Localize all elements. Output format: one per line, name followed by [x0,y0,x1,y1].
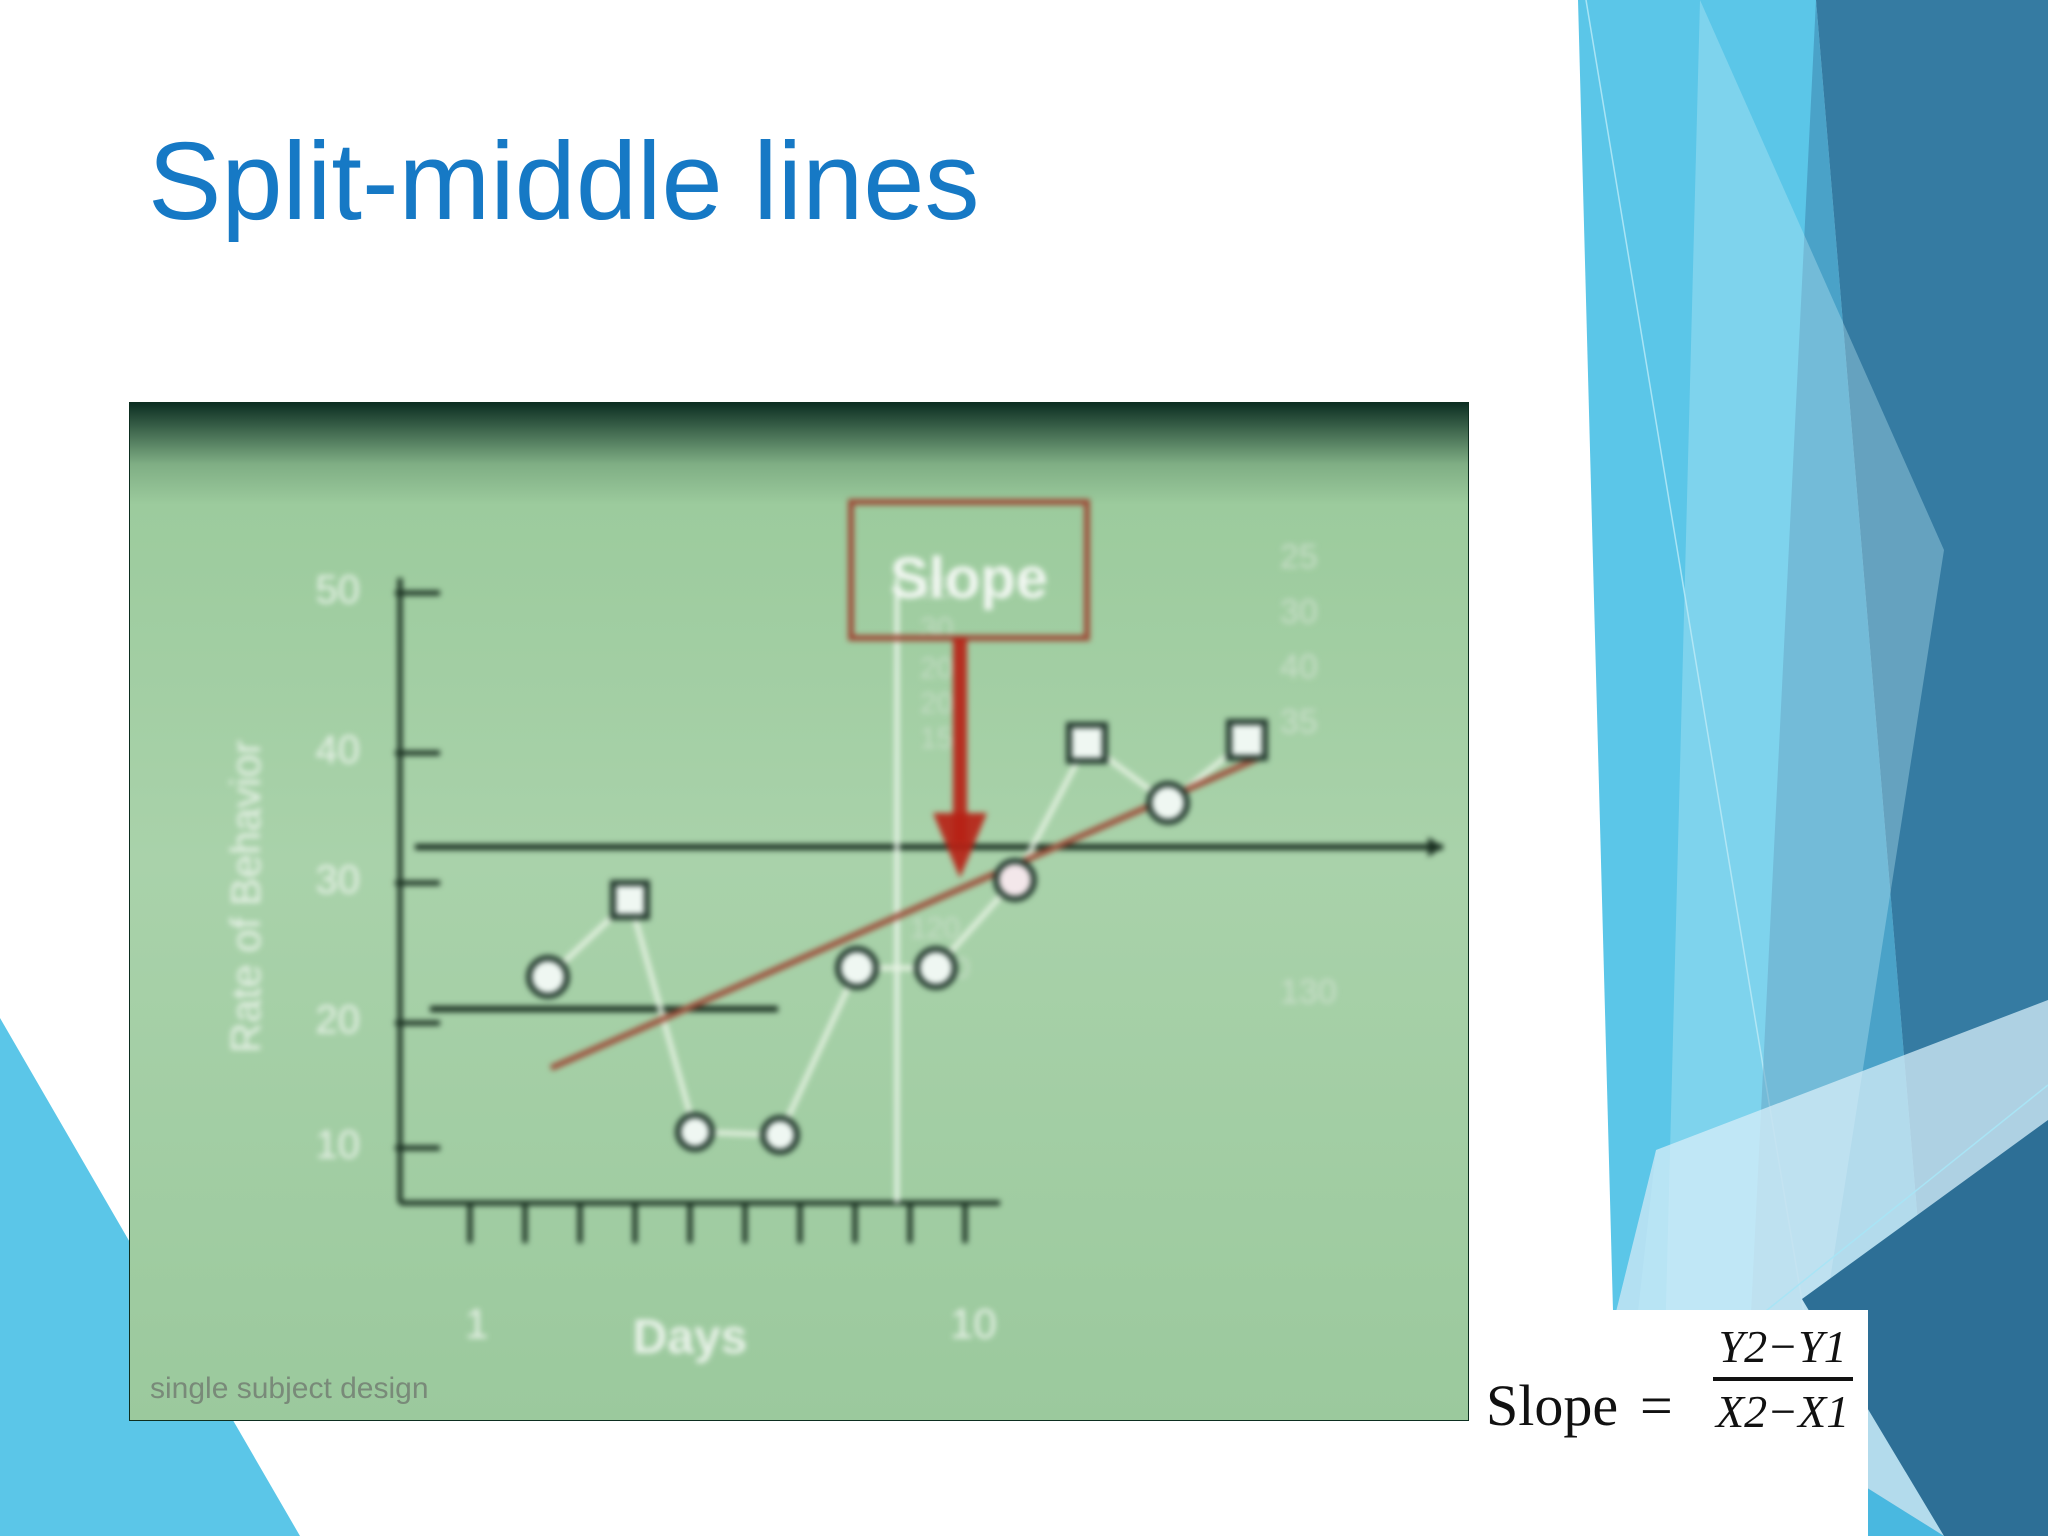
svg-text:single subject design: single subject design [150,1372,429,1405]
